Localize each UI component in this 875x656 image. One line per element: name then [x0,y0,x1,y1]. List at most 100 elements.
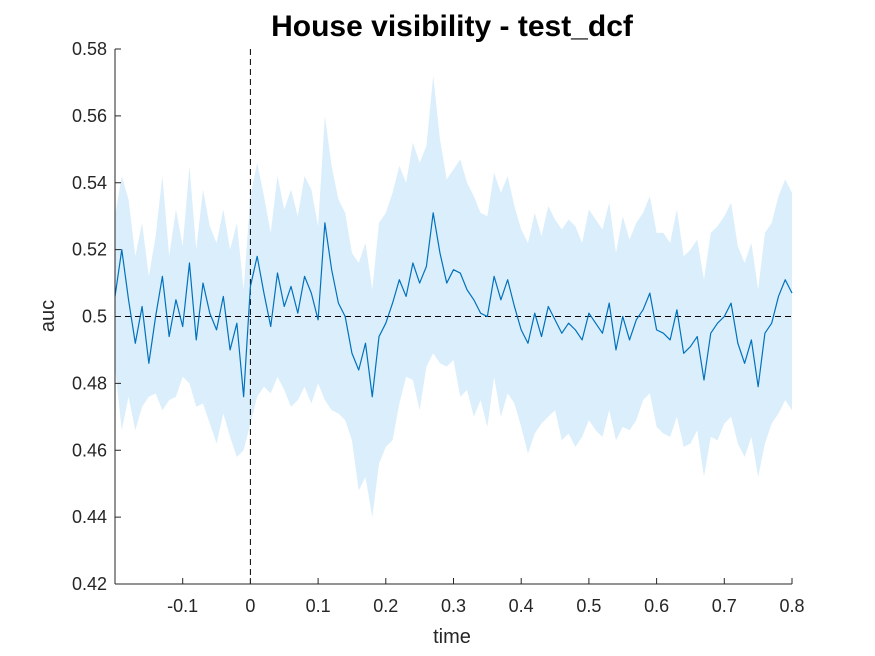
data-point [710,332,712,334]
data-point [182,326,184,328]
data-point [392,302,394,304]
data-point [161,275,163,277]
data-point [195,339,197,341]
y-tick-label: 0.56 [72,106,107,126]
data-point [703,379,705,381]
chart-title: House visibility - test_dcf [271,10,634,43]
y-tick-label: 0.48 [72,373,107,393]
x-tick-label: 0.7 [712,596,737,616]
x-axis-label: time [433,626,471,648]
data-point [358,369,360,371]
data-point [256,255,258,257]
y-tick-label: 0.5 [82,307,107,327]
data-point [561,332,563,334]
data-point [148,362,150,364]
data-point [134,342,136,344]
data-point [249,285,251,287]
x-tick-label: -0.1 [167,596,198,616]
data-point [121,249,123,251]
y-tick-label: 0.52 [72,240,107,260]
data-point [730,302,732,304]
data-point [642,309,644,311]
data-point [527,342,529,344]
data-point [297,312,299,314]
data-point [784,279,786,281]
data-point [188,262,190,264]
data-point [554,319,556,321]
data-point [676,309,678,311]
data-point [344,316,346,318]
data-point [263,292,265,294]
x-tick-label: 0.1 [306,596,331,616]
y-tick-label: 0.46 [72,440,107,460]
data-point [453,269,455,271]
data-point [534,312,536,314]
data-point [425,265,427,267]
data-point [662,332,664,334]
data-point [351,352,353,354]
data-point [229,349,231,351]
data-point [459,272,461,274]
data-point [236,322,238,324]
x-tick-label: 0.5 [576,596,601,616]
data-point [364,342,366,344]
data-point [507,279,509,281]
data-point [669,339,671,341]
data-point [168,336,170,338]
data-point [480,312,482,314]
axes: -0.1 0 0.1 0.2 0.3 0.4 0.5 0.6 0.7 0.8 0.420.440.… [72,39,805,616]
data-point [243,396,245,398]
data-point [283,305,285,307]
data-point [202,282,204,284]
y-tick-label: 0.54 [72,173,107,193]
data-point [405,295,407,297]
data-point [270,326,272,328]
x-axis-ticks: -0.1 0 0.1 0.2 0.3 0.4 0.5 0.6 0.7 0.8 [167,578,805,616]
x-tick-label: 0.8 [779,596,804,616]
data-point [601,332,603,334]
data-point [385,322,387,324]
x-tick-label: 0.4 [509,596,534,616]
data-point [398,279,400,281]
data-point [649,292,651,294]
data-point [723,316,725,318]
data-point [547,305,549,307]
x-tick-label: 0.6 [644,596,669,616]
y-tick-label: 0.42 [72,574,107,594]
data-point [595,322,597,324]
data-point [412,262,414,264]
data-point [304,275,306,277]
data-point [588,312,590,314]
data-point [744,362,746,364]
data-point [757,386,759,388]
data-point [337,302,339,304]
y-axis-ticks: 0.42 0.44 0.46 0.48 0.5 0.52 0.54 0.56 0.58 [72,39,121,594]
data-point [777,295,779,297]
plot-area [114,49,793,584]
data-point [500,299,502,301]
data-point [717,322,719,324]
data-point [216,329,218,331]
data-point [689,346,691,348]
data-point [791,292,793,294]
data-point [581,339,583,341]
data-point [615,349,617,351]
data-point [574,329,576,331]
x-tick-label: 0 [245,596,255,616]
x-tick-label: 0.2 [373,596,398,616]
data-point [764,332,766,334]
data-point [486,316,488,318]
data-point [568,322,570,324]
data-point [324,222,326,224]
data-point [276,272,278,274]
y-axis-label: auc [37,300,59,332]
data-point [128,299,130,301]
data-point [635,319,637,321]
data-point [378,336,380,338]
x-tick-label: 0.3 [441,596,466,616]
data-point [175,299,177,301]
confidence-band [115,75,792,518]
data-point [629,339,631,341]
data-point [290,285,292,287]
auc-series-line [114,212,793,398]
